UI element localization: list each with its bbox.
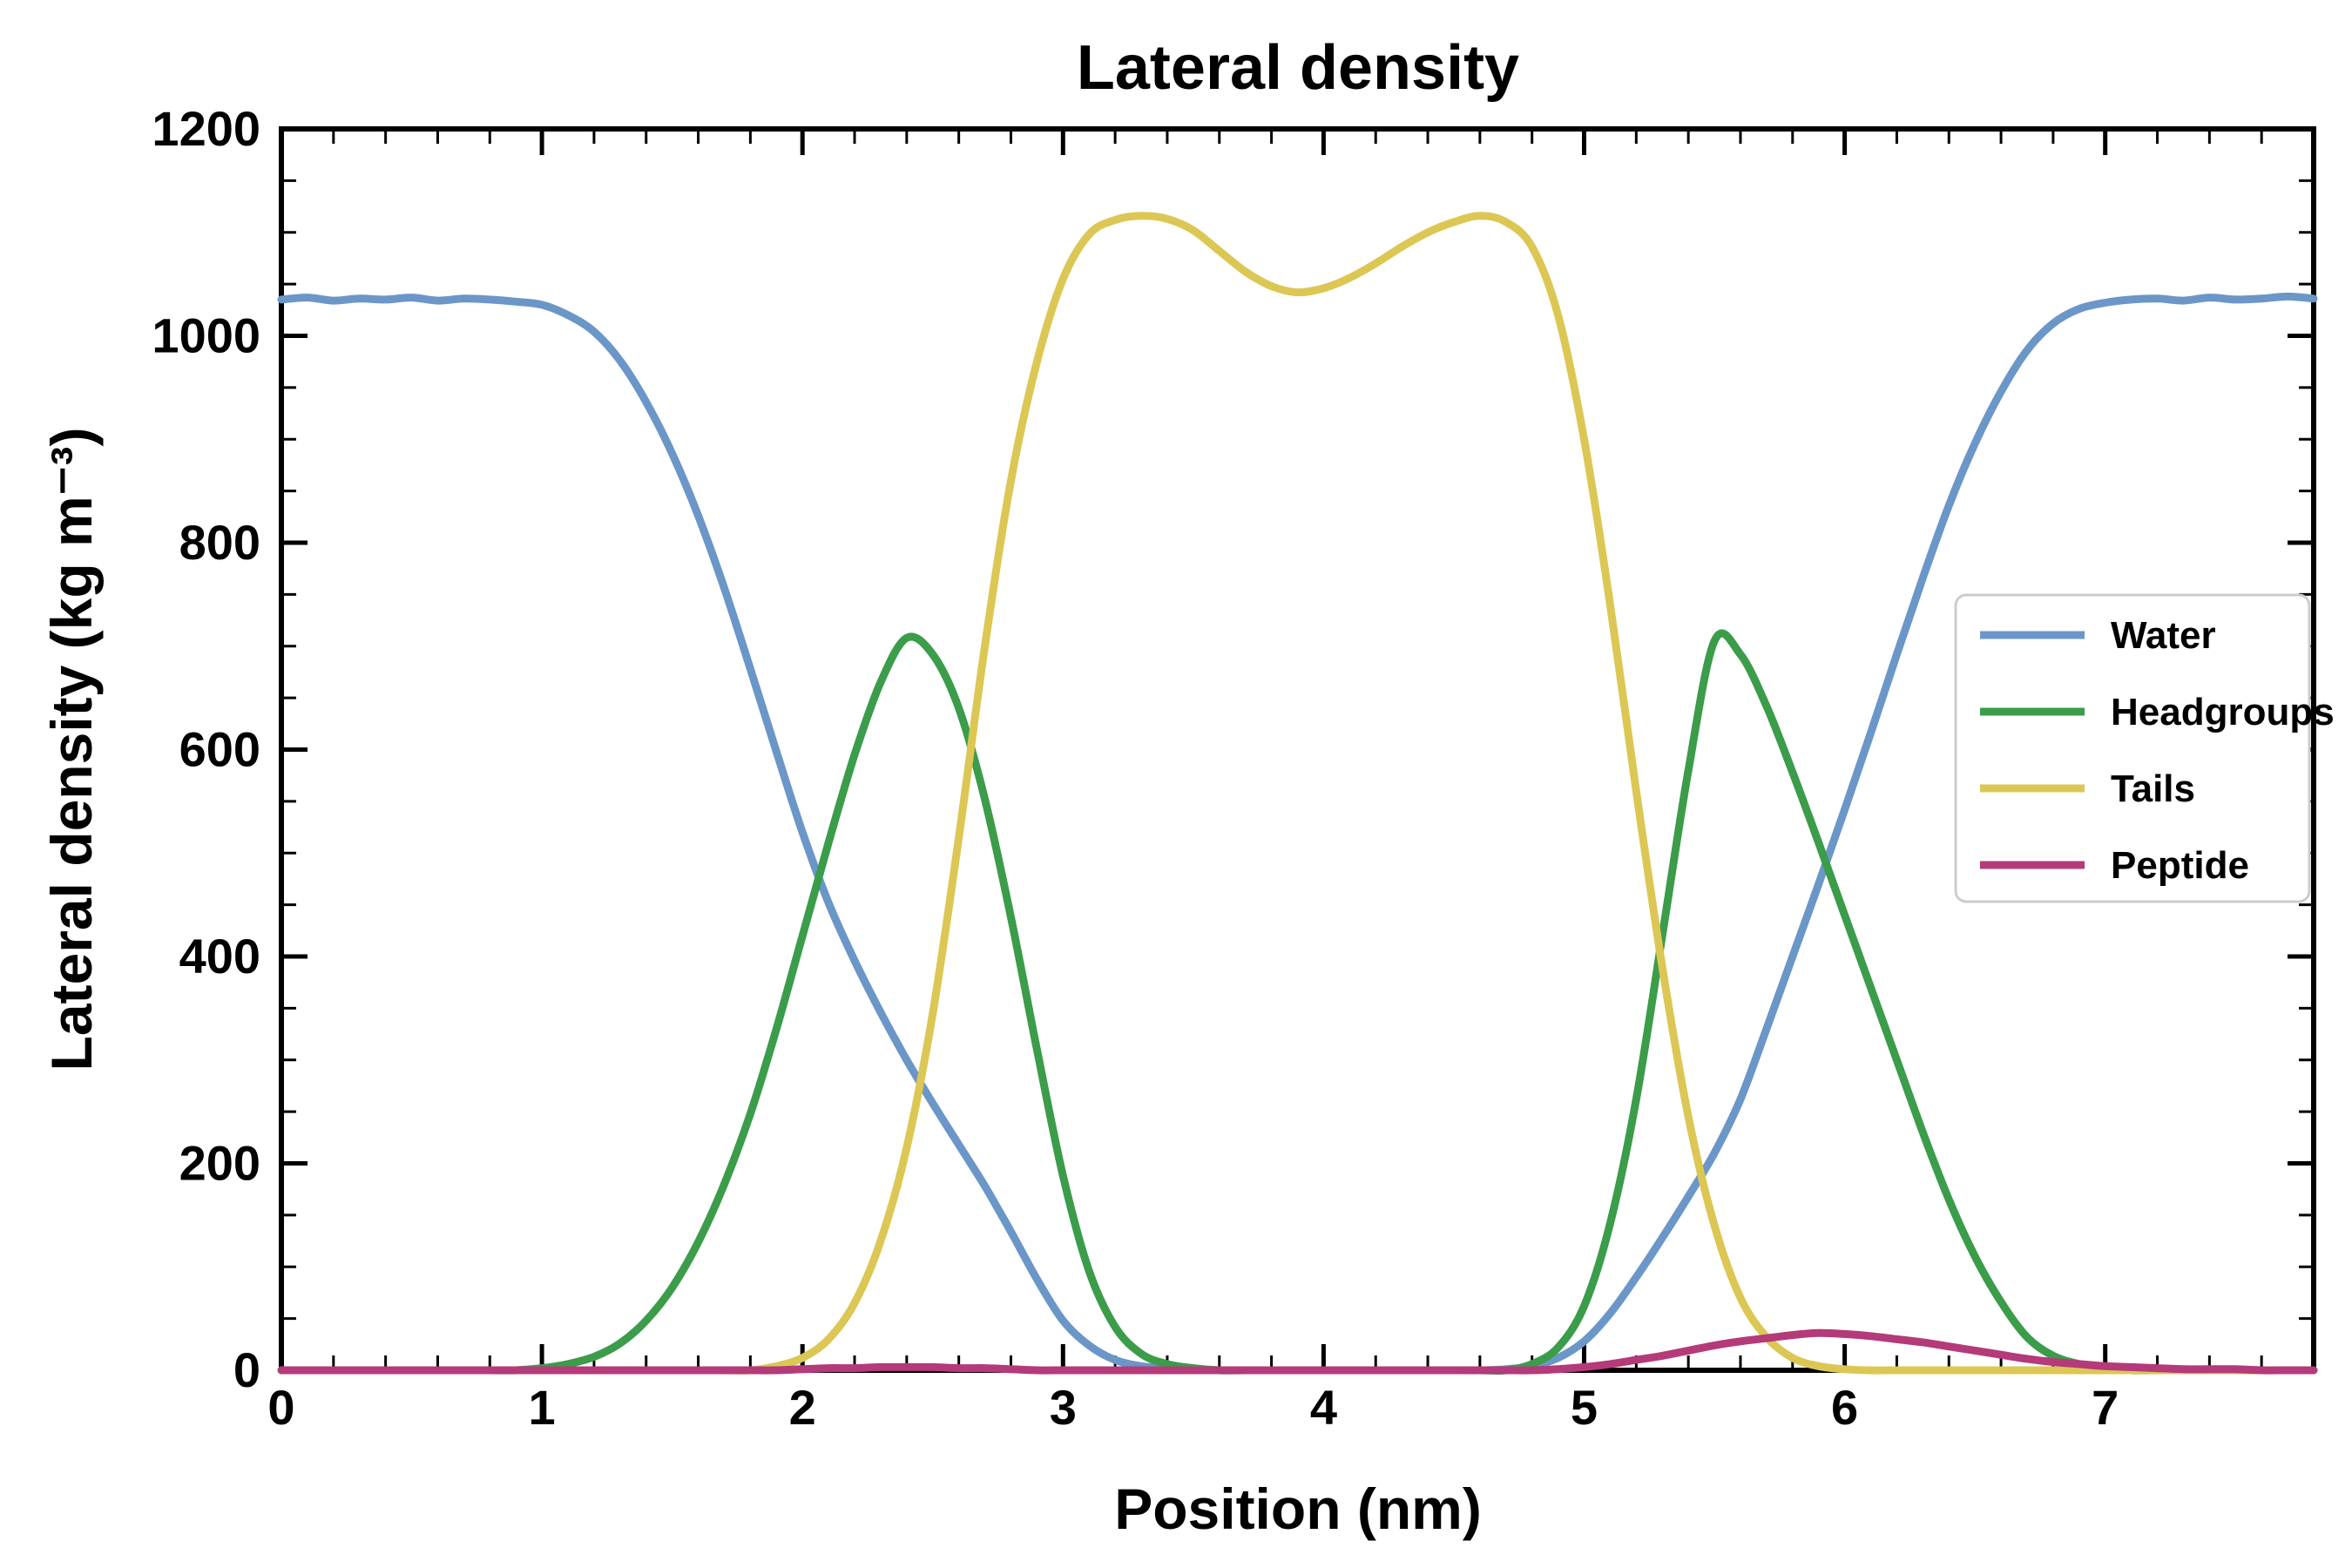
y-tick-label: 1200 <box>152 101 260 156</box>
x-axis-label: Position (nm) <box>1114 1477 1482 1541</box>
y-tick-label: 800 <box>179 515 260 570</box>
x-tick-label: 4 <box>1310 1380 1337 1435</box>
y-tick-label: 400 <box>179 929 260 983</box>
y-tick-label: 0 <box>233 1342 260 1397</box>
chart-title: Lateral density <box>1077 33 1519 103</box>
legend-label-water: Water <box>2111 614 2216 657</box>
legend-label-headgroups: Headgroups <box>2111 691 2335 733</box>
x-tick-label: 5 <box>1571 1380 1598 1435</box>
y-tick-label: 600 <box>179 722 260 777</box>
legend-box <box>1954 593 2311 903</box>
y-axis-label: Lateral density (kg m⁻³) <box>39 428 104 1071</box>
x-tick-label: 1 <box>529 1380 556 1435</box>
x-tick-label: 7 <box>2092 1380 2119 1435</box>
series-line-peptide <box>277 1328 2318 1375</box>
x-tick-label: 6 <box>1831 1380 1858 1435</box>
legend-label-tails: Tails <box>2111 767 2195 810</box>
x-tick-label: 3 <box>1050 1380 1077 1435</box>
x-tick-label: 2 <box>789 1380 816 1435</box>
plot-area: 0 1 2 3 4 5 6 7 0 200 400 600 800 1000 1200 Water Headgr… <box>152 101 2334 1435</box>
legend-label-peptide: Peptide <box>2111 844 2249 887</box>
x-tick-label: 0 <box>267 1380 294 1435</box>
y-tick-label: 1000 <box>152 308 260 363</box>
y-tick-label: 200 <box>179 1136 260 1191</box>
